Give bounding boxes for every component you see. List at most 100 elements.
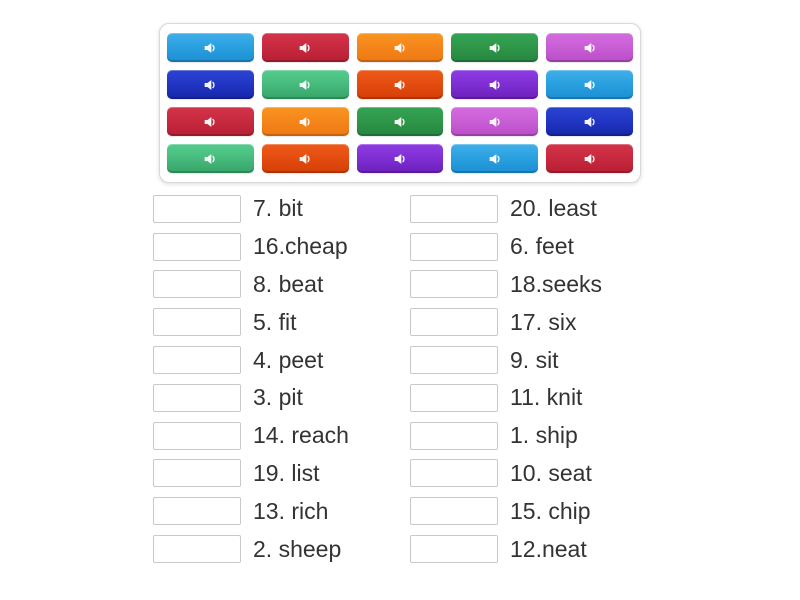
match-item-label: 16.cheap [253,233,348,260]
match-item: 10. seat [410,455,602,493]
answer-slot[interactable] [410,383,498,412]
match-item-label: 19. list [253,459,320,486]
audio-button[interactable] [261,70,349,99]
audio-button[interactable] [356,33,444,62]
audio-button[interactable] [167,107,254,136]
answer-slot[interactable] [410,346,498,375]
volume-icon [205,116,216,127]
answer-slot[interactable] [153,535,241,564]
match-item: 3. pit [153,379,349,417]
match-item-label: 4. peet [253,346,324,373]
volume-icon [394,153,405,164]
match-item-label: 8. beat [253,270,324,297]
audio-button[interactable] [167,144,254,173]
answer-slot[interactable] [410,535,498,564]
match-item: 11. knit [410,379,602,417]
answer-slot[interactable] [410,308,498,337]
answer-slot[interactable] [153,194,241,223]
audio-button[interactable] [167,70,254,99]
audio-button[interactable] [451,70,539,99]
audio-button[interactable] [261,107,349,136]
answer-slot[interactable] [153,232,241,261]
answer-slot[interactable] [153,421,241,450]
answer-slot[interactable] [410,270,498,299]
match-item-label: 9. sit [510,346,559,373]
answer-slot[interactable] [153,346,241,375]
match-item-label: 6. feet [510,233,574,260]
volume-icon [205,79,216,90]
answer-slot[interactable] [410,194,498,223]
volume-icon [299,153,310,164]
answer-slot[interactable] [410,497,498,526]
answer-slot[interactable] [153,308,241,337]
audio-button[interactable] [546,107,633,136]
answer-slot[interactable] [153,383,241,412]
match-item: 8. beat [153,266,349,304]
match-item: 20. least [410,190,602,228]
volume-icon [584,153,595,164]
volume-icon [489,79,500,90]
volume-icon [299,79,310,90]
volume-icon [584,79,595,90]
match-item: 15. chip [410,492,602,530]
answer-slot[interactable] [153,270,241,299]
volume-icon [394,79,405,90]
volume-icon [205,42,216,53]
audio-button[interactable] [356,144,444,173]
audio-button[interactable] [546,144,633,173]
volume-icon [584,42,595,53]
volume-icon [205,153,216,164]
audio-button[interactable] [356,107,444,136]
answer-slot[interactable] [153,497,241,526]
match-item-label: 10. seat [510,459,592,486]
answer-slot[interactable] [410,232,498,261]
audio-button[interactable] [356,70,444,99]
match-item-label: 18.seeks [510,270,603,297]
volume-icon [299,42,310,53]
match-item: 18.seeks [410,266,602,304]
audio-button[interactable] [546,70,633,99]
volume-icon [584,116,595,127]
match-item: 12.neat [410,530,602,568]
match-item-label: 1. ship [510,422,578,449]
match-item: 17. six [410,303,602,341]
match-item-label: 2. sheep [253,535,342,562]
audio-button[interactable] [451,144,539,173]
match-item: 2. sheep [153,530,349,568]
match-item: 16.cheap [153,228,349,266]
match-item: 19. list [153,455,349,493]
match-item: 9. sit [410,341,602,379]
audio-button[interactable] [451,33,539,62]
match-list-left: 7. bit 16.cheap 8. beat 5. fit 4. peet 3. pit… [153,190,349,568]
match-item-label: 5. fit [253,308,297,335]
volume-icon [299,116,310,127]
answer-slot[interactable] [410,459,498,488]
match-item-label: 17. six [510,308,577,335]
match-item-label: 12.neat [510,535,587,562]
match-item: 6. feet [410,228,602,266]
audio-button[interactable] [261,144,349,173]
match-item-label: 13. rich [253,497,329,524]
match-item: 13. rich [153,492,349,530]
volume-icon [394,42,405,53]
match-item-label: 7. bit [253,195,303,222]
match-item: 1. ship [410,417,602,455]
audio-button[interactable] [451,107,539,136]
answer-slot[interactable] [410,421,498,450]
match-item-label: 11. knit [510,384,583,411]
answer-slot[interactable] [153,459,241,488]
match-item-label: 15. chip [510,497,591,524]
match-list-right: 20. least 6. feet 18.seeks 17. six 9. sit 11.… [410,190,602,568]
audio-button[interactable] [167,33,254,62]
audio-panel [159,23,641,183]
match-item: 7. bit [153,190,349,228]
audio-button[interactable] [261,33,349,62]
volume-icon [489,42,500,53]
match-item-label: 20. least [510,195,597,222]
match-item: 5. fit [153,303,349,341]
match-item: 4. peet [153,341,349,379]
volume-icon [489,116,500,127]
match-item-label: 3. pit [253,384,303,411]
volume-icon [489,153,500,164]
audio-button[interactable] [546,33,633,62]
